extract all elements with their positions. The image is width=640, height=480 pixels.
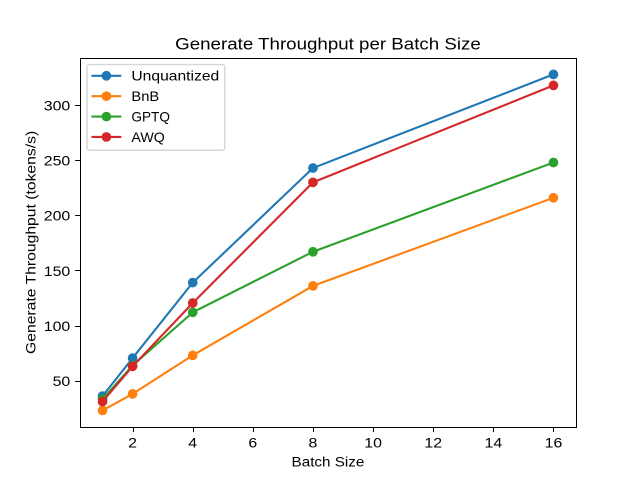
svg-text:Generate Throughput (tokens/s): Generate Throughput (tokens/s) <box>22 131 38 354</box>
svg-text:BnB: BnB <box>131 88 159 104</box>
svg-text:10: 10 <box>364 434 382 450</box>
svg-text:2: 2 <box>128 434 137 450</box>
svg-text:200: 200 <box>44 208 71 224</box>
svg-text:250: 250 <box>44 153 71 169</box>
svg-text:100: 100 <box>44 318 71 334</box>
svg-text:14: 14 <box>484 434 502 450</box>
svg-text:Unquantized: Unquantized <box>131 68 219 84</box>
svg-text:12: 12 <box>424 434 442 450</box>
svg-text:GPTQ: GPTQ <box>131 108 170 124</box>
svg-text:Batch Size: Batch Size <box>292 453 365 469</box>
svg-text:4: 4 <box>188 434 197 450</box>
svg-text:8: 8 <box>309 434 318 450</box>
svg-text:AWQ: AWQ <box>131 129 165 145</box>
svg-text:16: 16 <box>545 434 563 450</box>
svg-text:Generate Throughput per Batch: Generate Throughput per Batch Size <box>175 34 481 53</box>
svg-text:6: 6 <box>248 434 257 450</box>
svg-text:150: 150 <box>44 263 71 279</box>
svg-text:300: 300 <box>44 98 71 114</box>
svg-text:50: 50 <box>53 373 71 389</box>
